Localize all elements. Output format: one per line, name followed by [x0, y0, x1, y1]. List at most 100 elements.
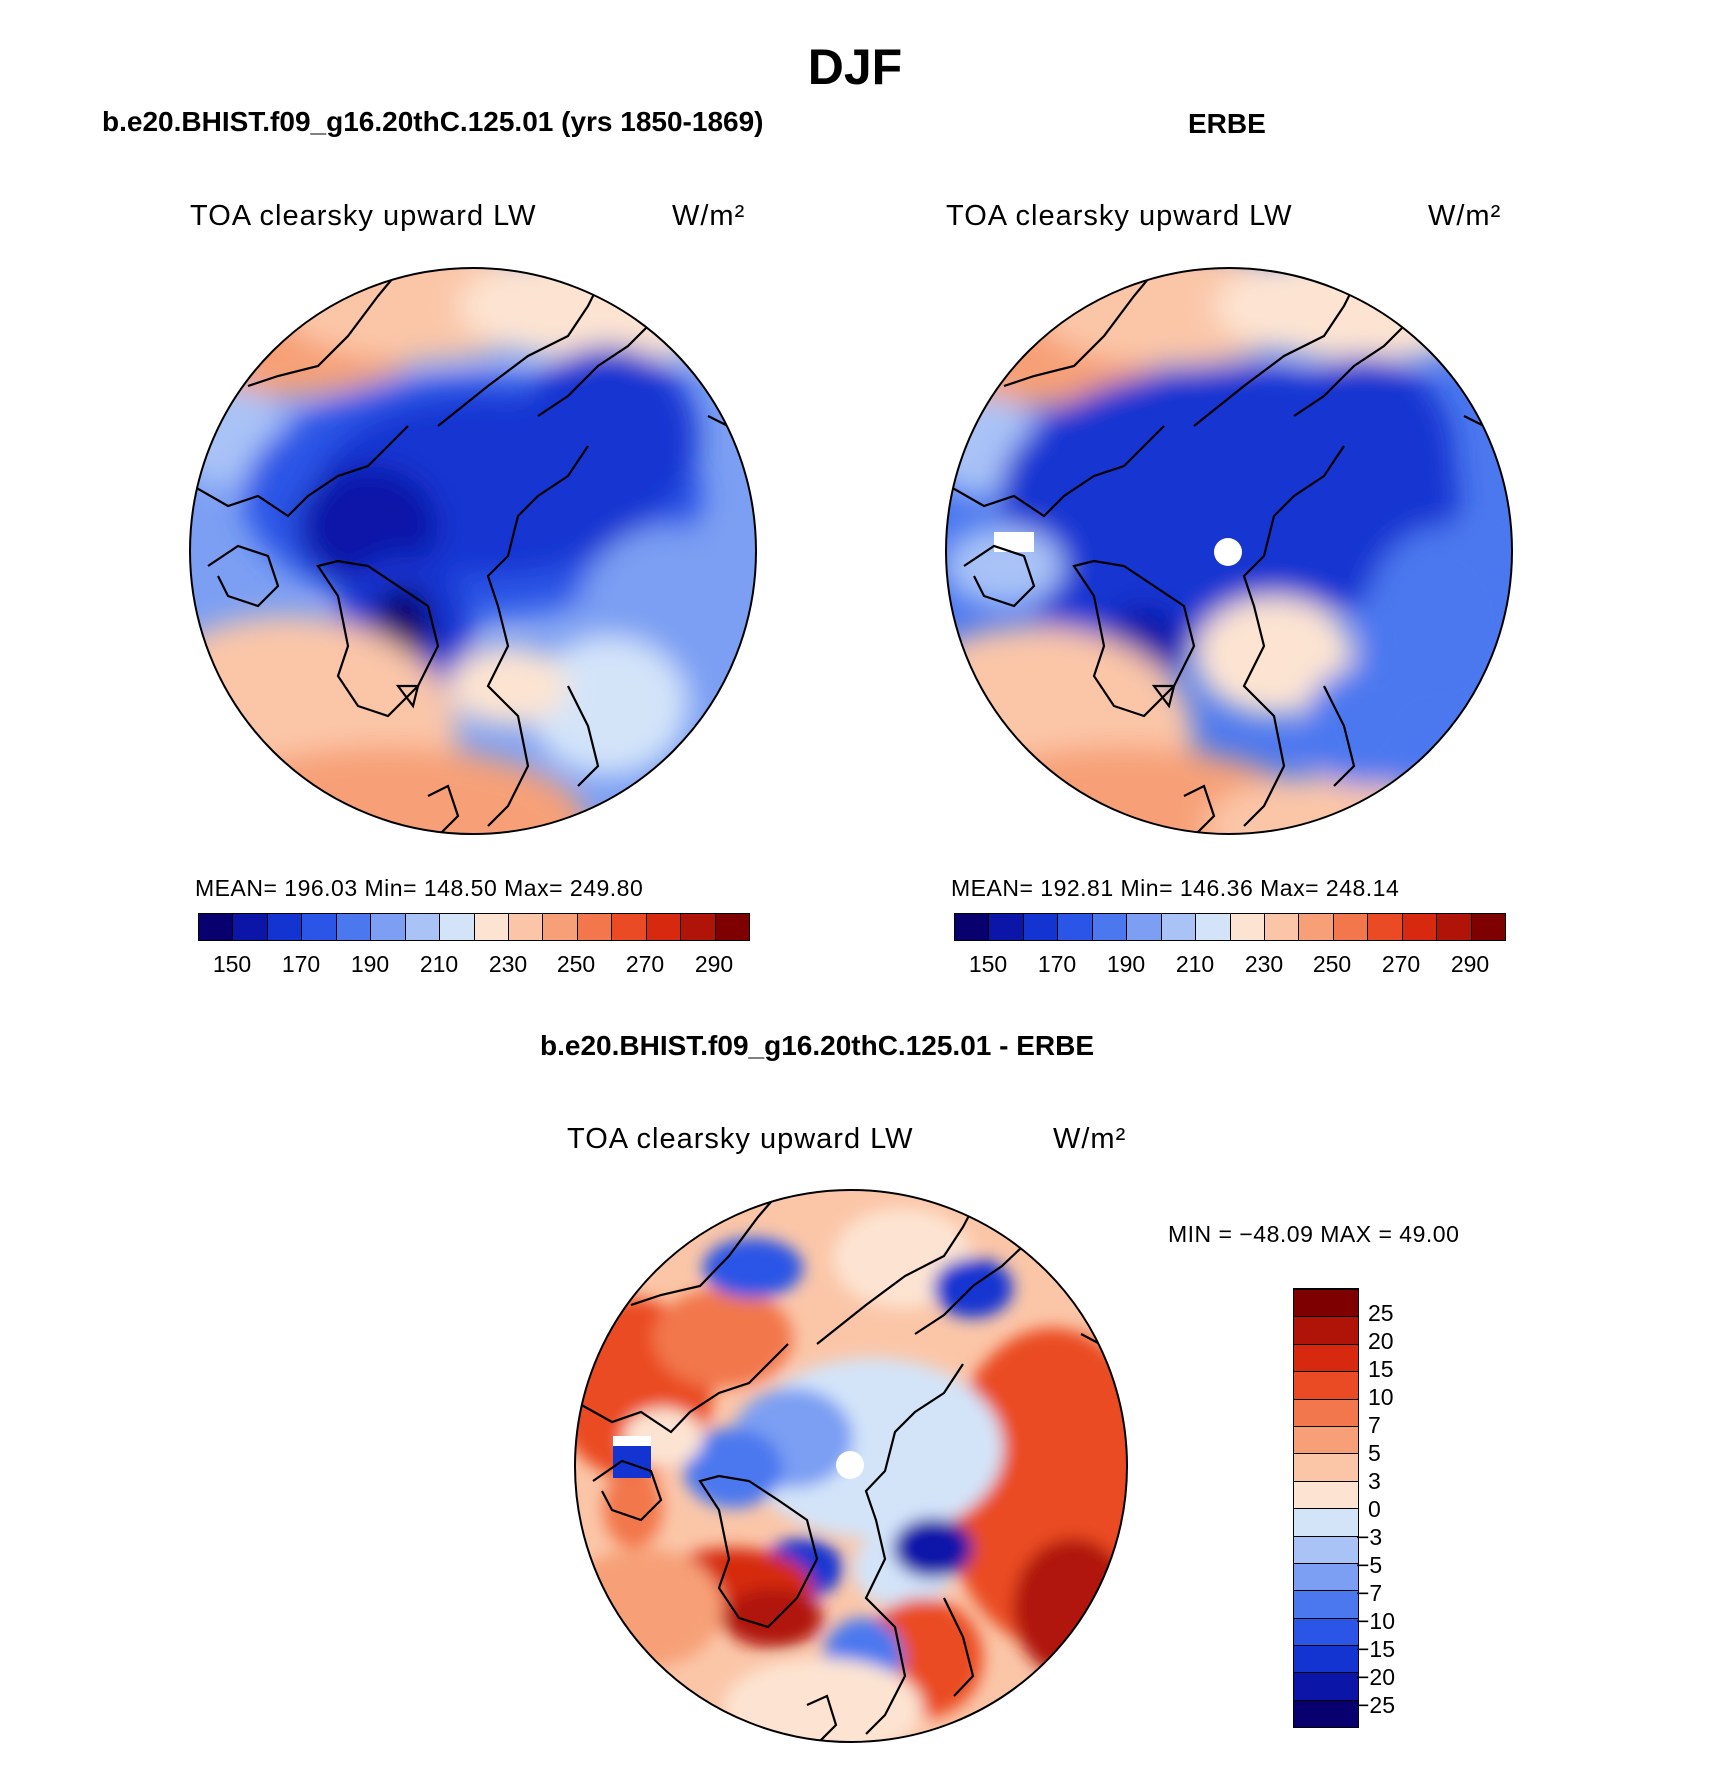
panel3-stats: MIN = −48.09 MAX = 49.00: [1168, 1221, 1460, 1247]
colorbar-tick: 170: [281, 951, 321, 977]
colorbar-swatch: [1230, 914, 1265, 940]
panel2-stats: MEAN= 192.81 Min= 146.36 Max= 248.14: [951, 875, 1400, 901]
panel2-variable-label: TOA clearsky upward LW: [946, 200, 1293, 232]
panel1-stats: MEAN= 196.03 Min= 148.50 Max= 249.80: [195, 875, 644, 901]
colorbar-swatch: [1294, 1289, 1358, 1317]
colorbar-swatch: [1294, 1672, 1358, 1700]
panel1-polar-map: [189, 267, 757, 835]
colorbar-swatch: [1127, 914, 1162, 940]
colorbar-swatch: [577, 914, 613, 940]
panel3-units-label: W/m²: [1053, 1123, 1127, 1155]
colorbar-swatch: [1092, 914, 1128, 940]
colorbar-tick: 190: [350, 951, 390, 977]
colorbar-tick: 250: [556, 951, 596, 977]
panel1-units-label: W/m²: [672, 200, 746, 232]
colorbar-swatch: [474, 914, 509, 940]
colorbar-swatch: [1368, 914, 1403, 940]
colorbar-tick: 230: [1244, 951, 1284, 977]
colorbar-swatch: [440, 914, 475, 940]
colorbar-swatch: [1333, 914, 1369, 940]
panel3-case-title: b.e20.BHIST.f09_g16.20thC.125.01 - ERBE: [540, 1030, 1095, 1061]
colorbar-swatch: [1299, 914, 1334, 940]
colorbar-swatch: [1294, 1371, 1358, 1399]
colorbar-swatch: [1294, 1480, 1358, 1509]
colorbar-swatch: [612, 914, 647, 940]
colorbar-tick: 20: [1368, 1328, 1394, 1354]
page-title: DJF: [807, 39, 903, 95]
colorbar-tick: 210: [1175, 951, 1215, 977]
panel2-units-label: W/m²: [1428, 200, 1502, 232]
panel2-polar-map: [945, 267, 1513, 835]
colorbar-swatch: [371, 914, 406, 940]
colorbar-swatch: [1294, 1453, 1358, 1481]
colorbar-swatch: [1294, 1425, 1358, 1454]
colorbar-tick: 3: [1368, 1468, 1381, 1494]
colorbar-tick: −25: [1356, 1692, 1396, 1718]
colorbar-swatch: [989, 914, 1024, 940]
colorbar-tick: −15: [1356, 1636, 1396, 1662]
colorbar-swatch: [715, 914, 749, 940]
colorbar-swatch: [1294, 1590, 1358, 1618]
panel3-colorbar: [1293, 1288, 1359, 1729]
colorbar-swatch: [1294, 1508, 1358, 1536]
colorbar-tick: 7: [1368, 1412, 1381, 1438]
colorbar-swatch: [267, 914, 303, 940]
colorbar-tick: 250: [1312, 951, 1352, 977]
colorbar-swatch: [1264, 914, 1300, 940]
colorbar-swatch: [681, 914, 716, 940]
colorbar-tick: −3: [1356, 1524, 1383, 1550]
colorbar-swatch: [405, 914, 441, 940]
colorbar-tick: 150: [212, 951, 252, 977]
colorbar-swatch: [1471, 914, 1505, 940]
colorbar-swatch: [1294, 1535, 1358, 1563]
colorbar-tick: 190: [1106, 951, 1146, 977]
colorbar-tick: 210: [419, 951, 459, 977]
panel3-variable-label: TOA clearsky upward LW: [567, 1123, 914, 1155]
colorbar-swatch: [1294, 1398, 1358, 1426]
panel2-colorbar-ticks: 150 170 190 210 230 250 270 290: [954, 951, 1504, 981]
colorbar-swatch: [1294, 1699, 1358, 1728]
colorbar-tick: 270: [1381, 951, 1421, 977]
colorbar-swatch: [1058, 914, 1093, 940]
colorbar-swatch: [336, 914, 372, 940]
colorbar-swatch: [199, 914, 234, 940]
colorbar-tick: −20: [1356, 1664, 1396, 1690]
colorbar-swatch: [1294, 1316, 1358, 1344]
colorbar-swatch: [233, 914, 268, 940]
colorbar-swatch: [1294, 1562, 1358, 1591]
colorbar-tick: 5: [1368, 1440, 1381, 1466]
colorbar-tick: 230: [488, 951, 528, 977]
colorbar-swatch: [646, 914, 682, 940]
colorbar-tick: 290: [694, 951, 734, 977]
panel1-case-title: b.e20.BHIST.f09_g16.20thC.125.01 (yrs 18…: [102, 106, 764, 137]
colorbar-tick: 15: [1368, 1356, 1394, 1382]
colorbar-swatch: [1294, 1343, 1358, 1372]
panel3-colorbar-ticks: 25 20 15 10 7 5 3 0 −3 −5 −7 −10 −15 −20…: [1356, 1288, 1448, 1728]
colorbar-tick: 290: [1450, 951, 1490, 977]
panel2-case-title: ERBE: [1188, 108, 1266, 139]
panel1-colorbar: [198, 913, 750, 941]
colorbar-swatch: [302, 914, 337, 940]
colorbar-swatch: [1161, 914, 1197, 940]
panel1-variable-label: TOA clearsky upward LW: [190, 200, 537, 232]
colorbar-swatch: [1023, 914, 1059, 940]
panel1-colorbar-ticks: 150 170 190 210 230 250 270 290: [198, 951, 748, 981]
colorbar-tick: 10: [1368, 1384, 1394, 1410]
colorbar-tick: −7: [1356, 1580, 1383, 1606]
colorbar-swatch: [1402, 914, 1438, 940]
colorbar-tick: −5: [1356, 1552, 1383, 1578]
colorbar-swatch: [1294, 1617, 1358, 1646]
colorbar-tick: 270: [625, 951, 665, 977]
colorbar-tick: −10: [1356, 1608, 1396, 1634]
colorbar-swatch: [955, 914, 990, 940]
panel3-polar-map: [574, 1189, 1128, 1743]
colorbar-tick: 0: [1368, 1496, 1381, 1522]
panel2-colorbar: [954, 913, 1506, 941]
colorbar-swatch: [1437, 914, 1472, 940]
colorbar-tick: 170: [1037, 951, 1077, 977]
colorbar-swatch: [1196, 914, 1231, 940]
colorbar-swatch: [1294, 1645, 1358, 1673]
colorbar-tick: 150: [968, 951, 1008, 977]
colorbar-swatch: [508, 914, 544, 940]
colorbar-swatch: [543, 914, 578, 940]
